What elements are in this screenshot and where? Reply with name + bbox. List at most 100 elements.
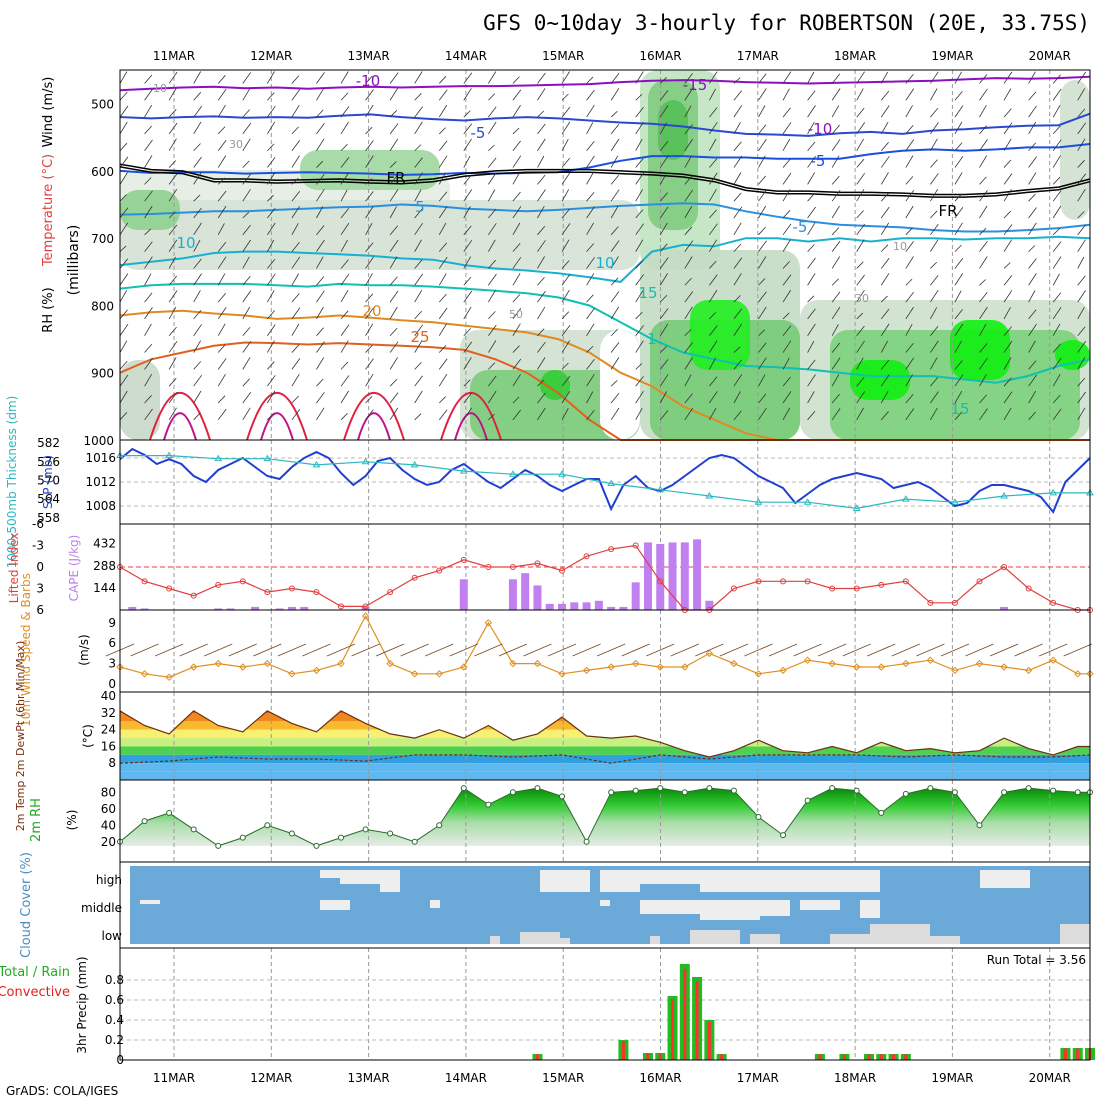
wind-barb — [144, 343, 153, 353]
wind-barb — [537, 88, 546, 101]
pressure-tick-label: 600 — [91, 165, 114, 179]
wind-barb — [291, 323, 300, 336]
wind-barb — [1052, 74, 1061, 84]
rh-tick-label: 80 — [101, 785, 116, 799]
wind-barb — [610, 189, 620, 202]
isotherm-label: -10 — [356, 72, 381, 90]
li-tick-label: 3 — [36, 582, 44, 596]
wind-barb — [807, 257, 816, 269]
wind-barb — [930, 108, 939, 118]
wind-barb — [954, 309, 963, 320]
isotherm-label: -5 — [793, 218, 808, 236]
wind-barb — [659, 104, 669, 118]
cape-tick-label: 288 — [93, 559, 116, 573]
date-label-bottom: 12MAR — [250, 1071, 292, 1085]
wind-barb — [561, 324, 571, 336]
wind-barb — [561, 239, 570, 252]
wind-barb — [144, 292, 153, 303]
wind-barb — [659, 243, 668, 252]
wind-barb — [1003, 307, 1011, 320]
rh-marker — [951, 789, 958, 796]
mid-cloud-block — [800, 900, 840, 910]
wind-barb — [389, 290, 399, 303]
wind-barb — [758, 138, 767, 151]
wind-barb — [1028, 91, 1037, 101]
wind-barb — [463, 239, 473, 252]
rh-marker — [534, 785, 541, 792]
wind-barb — [1077, 173, 1087, 185]
isotherm-label: -5 — [811, 152, 826, 170]
wind-barb — [242, 224, 251, 236]
wind-barb — [365, 242, 374, 252]
wind-barb — [782, 325, 792, 336]
wind-barb — [610, 407, 620, 421]
wind-barb — [684, 240, 694, 252]
wind-barb — [512, 345, 520, 353]
pressure-tick-label: 900 — [91, 367, 114, 381]
wind-barb — [659, 206, 669, 219]
wind-barb — [782, 107, 791, 118]
wind-barb — [635, 363, 643, 370]
wind-barb — [253, 643, 282, 657]
rh-marker — [804, 797, 811, 804]
wind-barb — [979, 279, 986, 286]
wind-barb — [635, 172, 645, 185]
wind-barb — [144, 357, 153, 370]
footer-credit: GrADS: COLA/IGES — [6, 1084, 118, 1098]
isotherm-label: 1 — [647, 330, 657, 348]
wind-barb — [242, 407, 251, 421]
date-label-bottom: 14MAR — [445, 1071, 487, 1085]
wind-barb — [193, 374, 203, 387]
wind-barb — [1003, 71, 1013, 84]
lifted-index-marker — [1025, 585, 1032, 592]
wind-barb — [758, 393, 767, 404]
isotherm-label: 15 — [950, 400, 969, 418]
wind-barb — [709, 88, 716, 101]
wind-barb — [709, 71, 718, 84]
thickness-marker — [1000, 492, 1008, 499]
wind-barb — [880, 390, 889, 404]
wind-speed-marker — [312, 666, 321, 675]
high-cloud-block — [600, 870, 640, 892]
wind-barb — [340, 222, 350, 236]
wind-barb — [782, 209, 791, 219]
wind-barb — [266, 290, 275, 303]
wind-barb — [316, 239, 325, 252]
wind-barb — [316, 378, 324, 387]
wind-barb — [119, 222, 129, 236]
wind-barb — [217, 358, 227, 370]
wind-barb — [610, 226, 619, 236]
wind-barb — [242, 160, 250, 168]
wind-barb — [537, 110, 545, 118]
wind-barb — [709, 189, 717, 202]
wind-barb — [512, 323, 521, 336]
wind-barb — [807, 155, 816, 168]
wind-barb — [316, 174, 325, 185]
lifted-index-marker — [951, 599, 958, 606]
rh-marker — [460, 785, 467, 792]
wind-barb — [758, 155, 766, 168]
wind-barb — [635, 289, 644, 303]
wind-barb — [193, 194, 201, 202]
wind-barb — [880, 71, 889, 84]
wind-barb — [365, 256, 374, 269]
wind-barb — [856, 138, 864, 151]
wind-barb — [572, 643, 601, 657]
wind-barb — [537, 407, 546, 421]
wind-barb — [217, 323, 226, 336]
rh-shade-region — [470, 370, 640, 440]
wind-barb — [659, 90, 669, 101]
wind-barb — [561, 375, 571, 387]
wind-barb — [880, 257, 890, 269]
wind-barb — [930, 357, 938, 370]
wind-barb — [758, 175, 767, 185]
wind-barb — [954, 360, 963, 370]
wind-barb — [488, 273, 497, 286]
low-cloud-block — [560, 938, 570, 944]
wind-barb — [758, 407, 767, 421]
wind-barb — [316, 357, 325, 370]
wind-barb — [586, 374, 595, 387]
wind-barb — [646, 643, 675, 657]
wind-barb — [512, 396, 520, 404]
wind-barb — [1052, 155, 1061, 168]
